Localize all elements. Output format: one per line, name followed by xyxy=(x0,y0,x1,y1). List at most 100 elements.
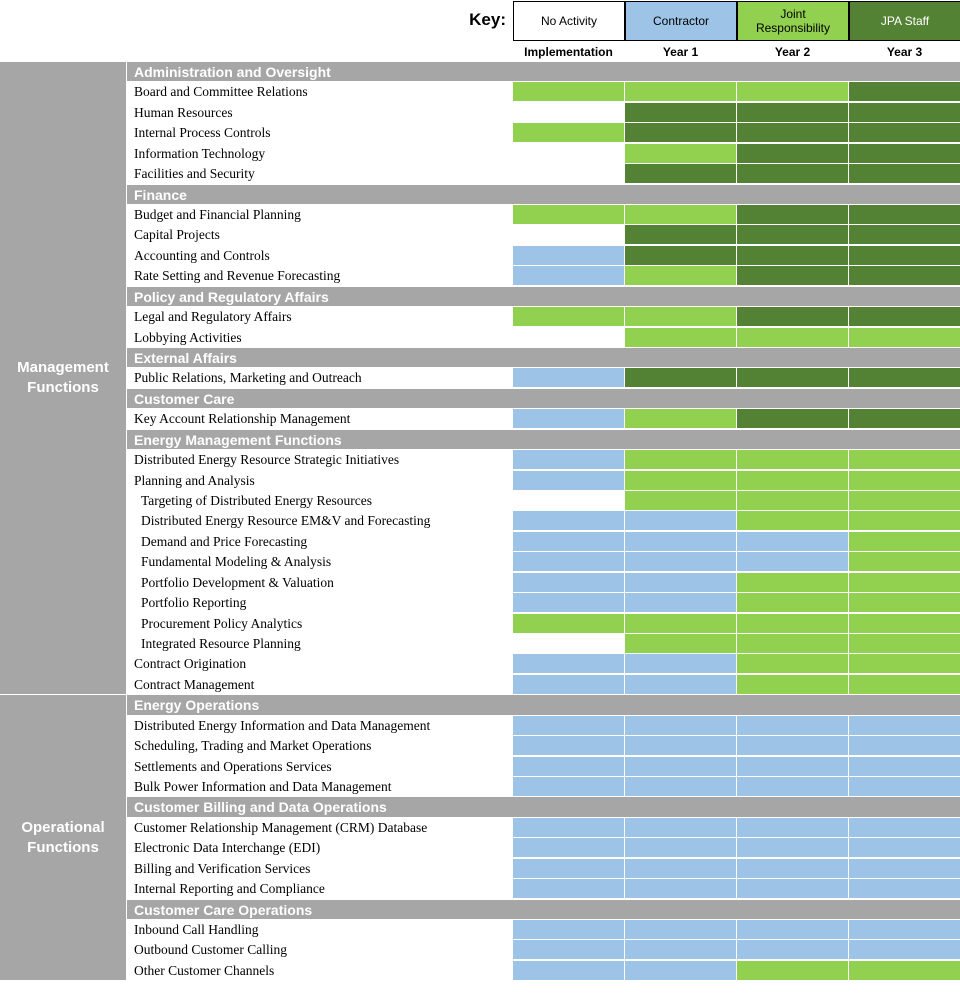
status-cell xyxy=(849,572,960,592)
row-label: Human Resources xyxy=(134,104,233,120)
row-label: Key Account Relationship Management xyxy=(134,411,351,427)
status-cell xyxy=(737,307,848,327)
status-cell xyxy=(737,143,848,163)
section-header: Customer Care Operations xyxy=(127,899,960,920)
status-cell xyxy=(849,511,960,531)
row-label: Contract Origination xyxy=(134,656,247,672)
row-label: Budget and Financial Planning xyxy=(134,207,301,222)
key-title: Key: xyxy=(469,10,506,29)
status-cell xyxy=(625,756,736,776)
status-cell xyxy=(513,531,624,551)
status-cell xyxy=(625,531,736,551)
row-label: Fundamental Modeling & Analysis xyxy=(141,554,332,570)
status-cell xyxy=(625,858,736,878)
status-cell xyxy=(625,572,736,592)
status-cell xyxy=(849,143,960,163)
row-label: Bulk Power Information and Data Manageme… xyxy=(134,779,392,795)
row-label: Scheduling, Trading and Market Operation… xyxy=(134,738,372,754)
row-label: Internal Process Controls xyxy=(134,125,271,141)
status-cell xyxy=(625,715,736,735)
row-label: Procurement Policy Analytics xyxy=(141,615,303,631)
status-cell xyxy=(513,634,624,653)
row-label: Distributed Energy Resource Strategic In… xyxy=(134,452,400,468)
status-cell xyxy=(513,552,624,572)
status-cell xyxy=(737,368,848,388)
section-header: Customer Care xyxy=(127,388,960,409)
row-label: Portfolio Development & Valuation xyxy=(141,574,334,590)
status-cell xyxy=(625,613,736,633)
status-cell xyxy=(849,531,960,551)
column-header: Year 1 xyxy=(662,45,699,59)
status-cell xyxy=(625,307,736,327)
status-cell xyxy=(737,593,848,613)
row-label: Information Technology xyxy=(134,145,266,161)
status-cell xyxy=(513,572,624,592)
status-cell xyxy=(513,960,624,980)
status-cell xyxy=(625,205,736,224)
section-header: Customer Billing and Data Operations xyxy=(127,797,960,817)
section-header: Energy Operations xyxy=(127,695,960,715)
section-header: Finance xyxy=(127,184,960,204)
status-cell xyxy=(737,123,848,143)
status-cell xyxy=(737,205,848,224)
status-cell xyxy=(513,777,624,796)
status-cell xyxy=(625,82,736,102)
group-label: Operational Functions xyxy=(0,695,126,980)
status-cell xyxy=(849,817,960,837)
status-cell xyxy=(849,205,960,224)
status-cell xyxy=(737,756,848,776)
status-cell xyxy=(625,368,736,388)
status-cell xyxy=(737,266,848,286)
row-label: Electronic Data Interchange (EDI) xyxy=(134,840,321,856)
status-cell xyxy=(625,960,736,980)
status-cell xyxy=(513,266,624,286)
row-label: Contract Management xyxy=(134,676,255,692)
status-cell xyxy=(513,613,624,633)
status-cell xyxy=(849,450,960,470)
row-label: Other Customer Channels xyxy=(134,962,275,978)
status-cell xyxy=(513,858,624,878)
status-cell xyxy=(625,450,736,470)
status-cell xyxy=(849,960,960,980)
row-label: Customer Relationship Management (CRM) D… xyxy=(134,819,428,835)
section-header: External Affairs xyxy=(127,348,960,368)
status-cell xyxy=(737,879,848,899)
status-cell xyxy=(737,960,848,980)
status-cell xyxy=(849,715,960,735)
row-label: Facilities and Security xyxy=(134,166,255,182)
status-cell xyxy=(513,307,624,327)
status-cell xyxy=(737,858,848,878)
status-cell xyxy=(625,777,736,796)
status-cell xyxy=(737,920,848,939)
status-cell xyxy=(625,674,736,694)
status-cell xyxy=(849,307,960,327)
status-cell xyxy=(513,470,624,490)
status-cell xyxy=(625,940,736,960)
status-cell xyxy=(849,858,960,878)
status-cell xyxy=(625,164,736,184)
status-cell xyxy=(737,327,848,347)
status-cell xyxy=(737,470,848,490)
status-cell xyxy=(849,368,960,388)
status-cell xyxy=(849,674,960,694)
status-cell xyxy=(737,225,848,245)
row-label: Demand and Price Forecasting xyxy=(141,533,308,549)
status-cell xyxy=(513,674,624,694)
status-cell xyxy=(513,593,624,613)
status-cell xyxy=(737,491,848,510)
status-cell xyxy=(849,552,960,572)
row-label: Integrated Resource Planning xyxy=(141,636,301,652)
row-label: Accounting and Controls xyxy=(134,247,270,263)
status-cell xyxy=(737,82,848,102)
status-cell xyxy=(625,654,736,674)
status-cell xyxy=(737,940,848,960)
key-item: Joint Responsibility xyxy=(737,1,849,41)
status-cell xyxy=(737,102,848,122)
status-cell xyxy=(737,531,848,551)
row-label: Internal Reporting and Compliance xyxy=(134,881,325,897)
row-label: Board and Committee Relations xyxy=(134,84,308,100)
status-cell xyxy=(513,736,624,756)
status-cell xyxy=(513,205,624,224)
section-header: Administration and Oversight xyxy=(127,62,960,82)
status-cell xyxy=(513,715,624,735)
